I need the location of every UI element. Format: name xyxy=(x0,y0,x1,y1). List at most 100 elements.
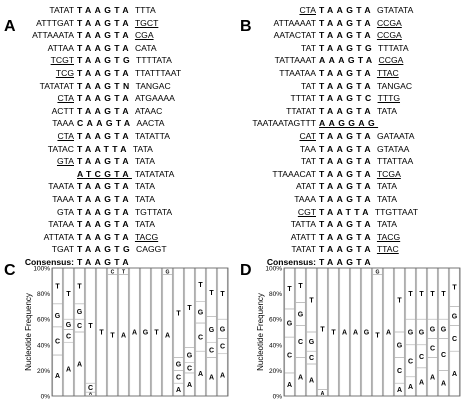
nucleotide-label: T xyxy=(66,291,71,298)
core-motif: TAAGTA xyxy=(77,67,132,78)
core-motif: TAAGTA xyxy=(319,168,374,179)
alignment-row: TAAA CAAGTA AACTA xyxy=(12,117,197,130)
nucleotide-label: C xyxy=(419,354,424,361)
upstream-seq: TCGT xyxy=(50,55,74,66)
nucleotide-label: A xyxy=(298,374,303,381)
upstream-seq: TAT xyxy=(301,42,316,53)
upstream-seq: ATTAA xyxy=(47,42,74,53)
upstream-seq: TAT xyxy=(301,80,316,91)
core-motif: TAAGTA xyxy=(319,30,374,41)
downstream-seq: TATA xyxy=(376,193,397,204)
nucleotide-label: A xyxy=(397,387,402,394)
nucleotide-label: A xyxy=(66,367,71,374)
nucleotide-label: T xyxy=(331,330,336,337)
nucleotide-label: A xyxy=(430,374,435,381)
nucleotide-label: T xyxy=(287,286,292,293)
y-tick-label: 0% xyxy=(41,394,51,401)
alignment-row: TATAC TAATTA TATA xyxy=(12,143,197,156)
nucleotide-label: G xyxy=(176,362,182,369)
alignment-row: TTAATAA TAAGTA TTAC xyxy=(246,67,445,80)
alignment-b: CTA TAAGTA GTATATA ATTAAAAT TAAGTA CCGA AATACT… xyxy=(246,4,445,268)
alignment-row: ATAT TAAGTA TATA xyxy=(246,180,445,193)
downstream-seq: CATA xyxy=(134,42,157,53)
downstream-seq: TTGTTAAT xyxy=(374,206,418,217)
upstream-seq: TTTAT xyxy=(290,93,316,104)
nucleotide-label: A xyxy=(386,330,391,337)
nucleotide-label: C xyxy=(309,355,314,362)
core-motif: TAAGTA xyxy=(77,42,132,53)
downstream-seq: TACG xyxy=(376,231,401,242)
alignment-row: TATATAT TAAGTN TANGAC xyxy=(12,80,197,93)
nucleotide-label: G xyxy=(309,339,315,346)
alignment-row: CGT TAATTA TTGTTAAT xyxy=(246,206,445,219)
upstream-seq: GTA xyxy=(56,156,74,167)
nucleotide-label: G xyxy=(143,330,149,337)
alignment-row: TATAT TAAGTA TTAC xyxy=(246,243,445,256)
downstream-seq: TACG xyxy=(134,231,159,242)
alignment-row: TCGT TAAGTG TTTTATA xyxy=(12,54,197,67)
nucleotide-label: G xyxy=(376,269,380,275)
alignment-row: TTAAACAT TAAGTA TCGA xyxy=(246,168,445,181)
upstream-seq: TATAC xyxy=(47,143,74,154)
core-motif: TAAGTA xyxy=(77,231,132,242)
alignment-row: TTATAT TAAGTA TATA xyxy=(246,105,445,118)
y-tick-label: 0% xyxy=(273,394,283,401)
alignment-row: ATTAAATA TAAGTA CGA xyxy=(12,29,197,42)
nucleotide-label: A xyxy=(77,362,82,369)
nucleotide-label: A xyxy=(441,381,446,388)
consensus-row: Consensus: TAAGTA xyxy=(246,256,445,269)
nucleotide-label: A xyxy=(287,382,292,389)
downstream-seq: ATAAC xyxy=(134,105,163,116)
nucleotide-label: A xyxy=(176,387,181,394)
nucleotide-label: G xyxy=(452,314,458,321)
upstream-seq: TATATAT xyxy=(39,80,74,91)
nucleotide-label: G xyxy=(408,330,414,337)
chart-d: Nucleotide Frequency 0% 20% 40% 60% 80% 100% A C… xyxy=(256,266,461,401)
core-motif: TAAGTA xyxy=(77,17,132,28)
nucleotide-label: T xyxy=(187,305,192,312)
downstream-seq: TTATTTAAT xyxy=(134,67,182,78)
nucleotide-label: A xyxy=(187,382,192,389)
downstream-seq: TATA xyxy=(134,193,155,204)
nucleotide-label: T xyxy=(110,333,115,340)
alignment-row: TAAA TAAGTA TATA xyxy=(246,193,445,206)
upstream-seq: CTA xyxy=(299,5,316,15)
downstream-seq: TATA xyxy=(134,156,155,167)
core-motif: TAAGTA xyxy=(77,130,132,141)
alignment-row: TAATAATAGTTT AAGGAG xyxy=(246,117,445,130)
alignment-row: TAA TAAGTA GTATAA xyxy=(246,143,445,156)
downstream-seq: TATATATA xyxy=(134,168,175,179)
downstream-seq: TTTG xyxy=(377,93,401,104)
downstream-seq: CGA xyxy=(134,30,154,41)
nucleotide-label: T xyxy=(198,282,203,289)
nucleotide-label: T xyxy=(176,310,181,317)
upstream-seq: TAT xyxy=(301,156,316,167)
nucleotide-label: G xyxy=(364,330,370,337)
position-column: T xyxy=(95,267,108,397)
nucleotide-label: C xyxy=(452,336,457,343)
downstream-seq: TTAC xyxy=(376,244,399,255)
nucleotide-label: C xyxy=(198,335,203,342)
alignment-row: ATTTGAT TAAGTA TGCT xyxy=(12,17,197,30)
y-tick-label: 60% xyxy=(37,317,50,324)
alignment-row: TCG TAAGTA TTATTTAAT xyxy=(12,67,197,80)
downstream-seq: GATAATA xyxy=(376,130,415,141)
upstream-seq: TATAT xyxy=(291,244,316,255)
core-motif: TAAGTG xyxy=(319,42,376,53)
nucleotide-label: C xyxy=(220,344,225,351)
downstream-seq: TTAC xyxy=(376,67,399,78)
downstream-seq: TATA xyxy=(376,105,397,116)
upstream-seq: TATAT xyxy=(49,5,74,15)
position-column: G xyxy=(360,267,373,397)
position-column: A xyxy=(382,267,395,397)
upstream-seq: TAAA xyxy=(52,118,74,129)
alignment-row: CTA TAAGTA GTATATA xyxy=(246,4,445,17)
nucleotide-label: C xyxy=(408,358,413,365)
position-column: AT xyxy=(117,267,130,397)
core-motif: TAAGTA xyxy=(77,181,132,192)
y-axis-title: Nucleotide Frequency xyxy=(256,293,265,371)
